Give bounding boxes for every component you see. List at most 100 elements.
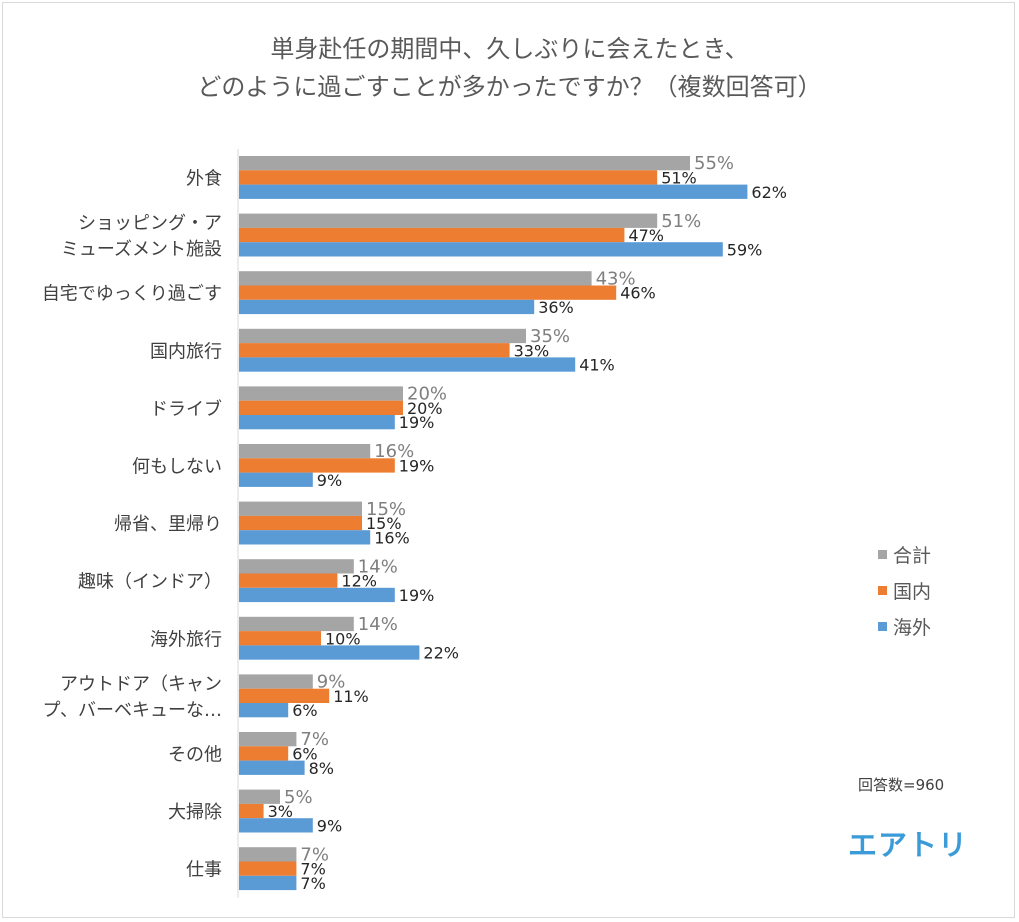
data-label-overseas: 19%	[399, 586, 435, 605]
data-label-overseas: 41%	[579, 356, 615, 375]
bar-overseas	[239, 184, 748, 199]
data-label-overseas: 16%	[374, 528, 410, 547]
bar-domestic	[239, 688, 330, 703]
bar-total	[239, 732, 297, 747]
category-label: ショッピング・ア	[78, 213, 222, 234]
bar-domestic	[239, 631, 321, 646]
bar-overseas	[239, 703, 289, 718]
bar-domestic	[239, 227, 625, 243]
bar-overseas	[239, 760, 305, 775]
data-label-domestic: 47%	[628, 226, 664, 245]
bar-total	[239, 559, 354, 574]
category-label: 外食	[186, 168, 222, 189]
bar-total	[239, 616, 354, 632]
data-label-domestic: 11%	[333, 687, 369, 706]
category-label: 自宅でゆっくり過ごす	[42, 284, 222, 305]
bar-total	[239, 444, 371, 459]
bar-total	[239, 271, 592, 286]
data-label-total: 20%	[407, 384, 447, 405]
legend-swatch-total	[878, 549, 887, 559]
data-label-domestic: 3%	[268, 802, 293, 821]
data-label-domestic: 6%	[292, 744, 317, 763]
legend-label-domestic: 国内	[893, 580, 932, 603]
data-label-total: 14%	[358, 556, 398, 577]
data-label-domestic: 15%	[366, 514, 402, 533]
legend-label-total: 合計	[893, 544, 932, 567]
category-label: 帰省、里帰り	[114, 514, 222, 535]
brand-logo: エアトリ	[848, 828, 969, 862]
response-count-note: 回答数=960	[858, 776, 945, 794]
category-label: ミューズメント施設	[61, 239, 222, 260]
data-label-domestic: 51%	[661, 168, 697, 187]
bar-domestic	[239, 343, 510, 358]
category-label: 趣味（インドア）	[78, 572, 222, 593]
data-label-overseas: 6%	[292, 701, 317, 720]
data-label-overseas: 19%	[399, 413, 435, 432]
data-label-domestic: 12%	[341, 572, 377, 591]
data-label-domestic: 10%	[325, 629, 361, 648]
data-label-total: 35%	[530, 326, 570, 347]
bar-domestic	[239, 515, 362, 531]
bar-overseas	[239, 299, 535, 315]
bar-domestic	[239, 400, 403, 415]
bar-total	[239, 847, 297, 862]
title-line-1: 単身赴任の期間中、久しぶりに会えたとき、	[270, 35, 749, 63]
category-label: ドライブ	[150, 398, 222, 420]
data-label-total: 43%	[596, 268, 636, 289]
data-label-overseas: 36%	[538, 298, 574, 317]
data-label-domestic: 33%	[514, 341, 550, 360]
data-label-domestic: 19%	[399, 456, 435, 475]
legend-item-overseas: 海外	[878, 608, 931, 644]
data-label-overseas: 62%	[751, 183, 787, 202]
bar-domestic	[239, 170, 658, 185]
bar-domestic	[239, 861, 297, 876]
bar-overseas	[239, 242, 723, 257]
category-label: 海外旅行	[150, 629, 222, 650]
data-label-overseas: 9%	[317, 816, 342, 835]
category-label: 国内旅行	[150, 341, 222, 362]
bar-overseas	[239, 818, 313, 833]
data-label-total: 16%	[374, 441, 414, 462]
legend-item-domestic: 国内	[878, 572, 931, 608]
bar-domestic	[239, 285, 617, 300]
category-label: 仕事	[186, 860, 222, 881]
bar-total	[239, 156, 690, 171]
category-label: 大掃除	[168, 802, 222, 823]
chart-title: 単身赴任の期間中、久しぶりに会えたとき、 どのように過ごすことが多かったですか？…	[0, 30, 1019, 106]
bar-total	[239, 789, 280, 804]
bar-overseas	[239, 472, 313, 487]
bar-domestic	[239, 573, 338, 588]
bar-overseas	[239, 530, 371, 545]
data-label-overseas: 22%	[423, 644, 459, 663]
category-label: 何もしない	[132, 456, 222, 477]
bar-total	[239, 501, 362, 516]
data-label-overseas: 7%	[300, 874, 325, 893]
data-label-total: 7%	[300, 844, 329, 865]
data-label-total: 55%	[694, 153, 734, 174]
bar-total	[239, 213, 658, 228]
bar-domestic	[239, 458, 395, 473]
data-label-overseas: 8%	[309, 759, 334, 778]
data-label-total: 14%	[358, 614, 398, 635]
bar-overseas	[239, 875, 297, 891]
bar-domestic	[239, 803, 264, 819]
data-label-overseas: 9%	[317, 471, 342, 490]
data-label-total: 15%	[366, 499, 406, 520]
data-label-domestic: 46%	[620, 284, 656, 303]
bar-total	[239, 674, 313, 689]
bar-overseas	[239, 645, 420, 660]
legend: 合計 国内 海外	[878, 536, 931, 644]
category-label: プ、バーベキューな…	[43, 700, 222, 721]
legend-swatch-domestic	[878, 585, 887, 595]
data-label-domestic: 7%	[300, 860, 325, 879]
legend-swatch-overseas	[878, 621, 887, 631]
data-label-overseas: 59%	[727, 240, 763, 259]
category-label: アウトドア（キャン	[60, 674, 222, 695]
legend-label-overseas: 海外	[893, 616, 932, 639]
data-label-total: 7%	[300, 729, 329, 750]
data-label-total: 5%	[284, 787, 313, 808]
data-label-total: 51%	[661, 211, 701, 232]
bar-overseas	[239, 415, 395, 430]
